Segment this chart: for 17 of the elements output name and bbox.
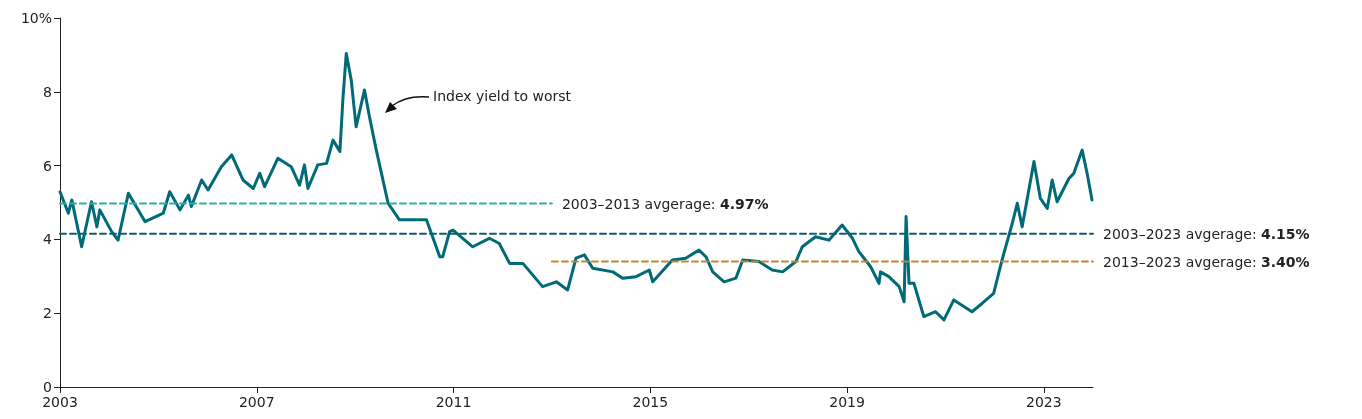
y-tick-label: 6 [43, 157, 53, 174]
y-tick-label: 10% [20, 10, 52, 26]
y-tick-label: 2 [43, 305, 52, 322]
annotation: Index yield to worst [433, 88, 572, 104]
series-label: 2013–2023 avgerage: 3.40% [1103, 253, 1310, 270]
x-tick-label: 2003 [42, 394, 78, 410]
x-tick-label: 2015 [632, 394, 669, 410]
y-tick-label: 8 [43, 83, 52, 100]
y-tick-label: 4 [43, 231, 53, 248]
x-tick-label: 2007 [238, 394, 275, 410]
series-label: 2003–2013 avgerage: 4.97% [561, 195, 769, 212]
x-tick-label: 2011 [435, 394, 472, 410]
y-tick-label: 0 [43, 379, 52, 395]
x-tick-label: 2019 [829, 394, 865, 410]
series-label: 2003–2023 avgerage: 4.15% [1103, 225, 1310, 242]
x-tick-label: 2023 [1025, 394, 1062, 410]
line-series [58, 51, 1094, 322]
